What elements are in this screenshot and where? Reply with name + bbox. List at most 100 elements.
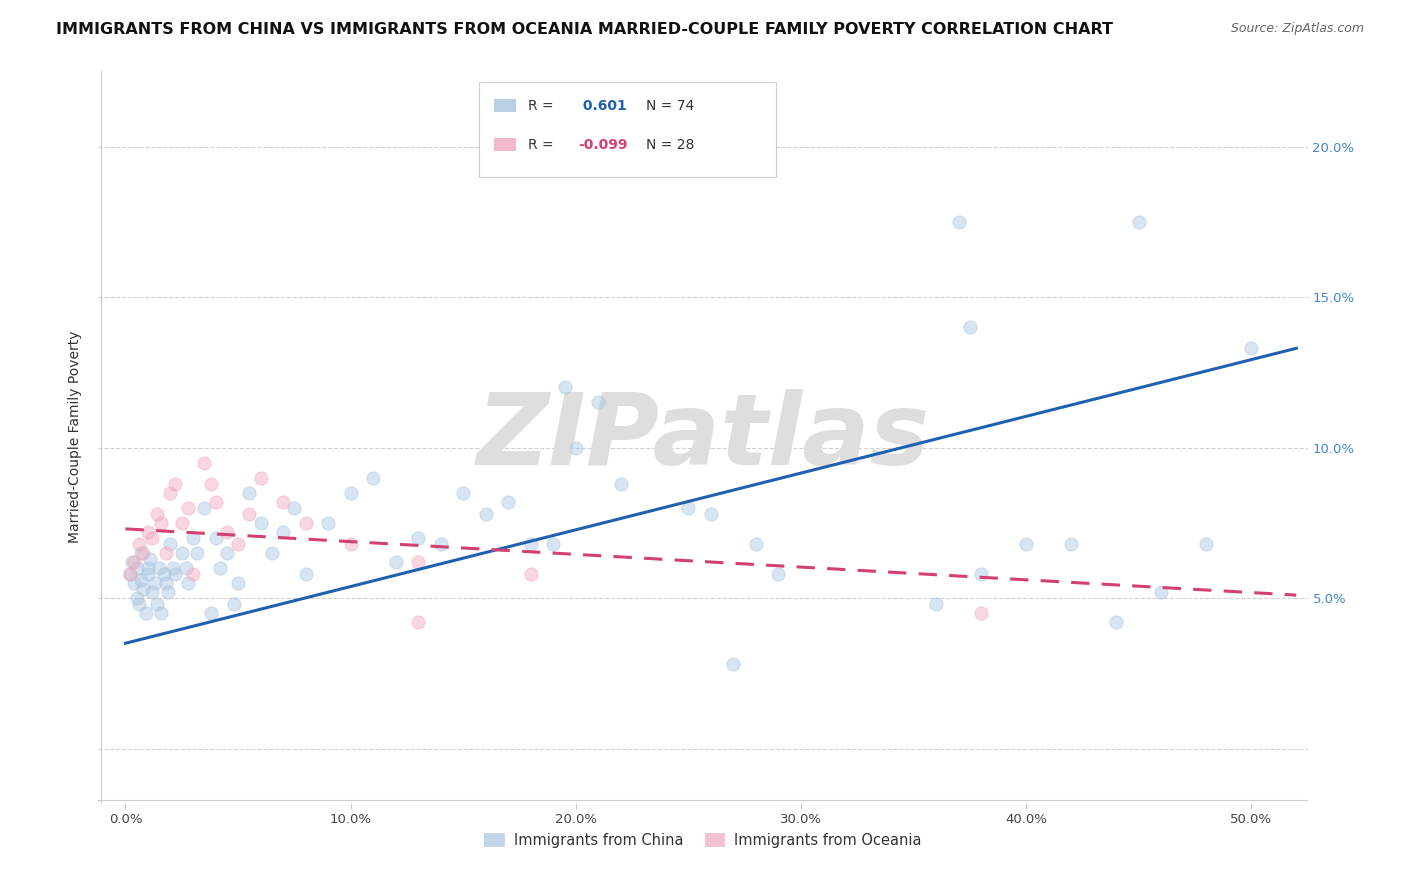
FancyBboxPatch shape bbox=[494, 138, 516, 151]
Point bbox=[150, 516, 173, 530]
Point bbox=[132, 546, 155, 560]
Point bbox=[384, 555, 406, 569]
Point bbox=[124, 555, 146, 569]
Point bbox=[238, 485, 260, 500]
Point bbox=[271, 524, 294, 539]
Point bbox=[970, 567, 993, 582]
Point bbox=[745, 537, 768, 551]
Point bbox=[948, 215, 970, 229]
Text: -0.099: -0.099 bbox=[578, 137, 628, 152]
Point bbox=[260, 546, 283, 560]
Point bbox=[1060, 537, 1083, 551]
Point bbox=[181, 567, 204, 582]
Point bbox=[159, 485, 181, 500]
Point bbox=[1105, 615, 1128, 630]
Point bbox=[294, 567, 316, 582]
Point bbox=[208, 561, 231, 575]
Text: Source: ZipAtlas.com: Source: ZipAtlas.com bbox=[1230, 22, 1364, 36]
Legend: Immigrants from China, Immigrants from Oceania: Immigrants from China, Immigrants from O… bbox=[478, 828, 928, 854]
Text: 0.601: 0.601 bbox=[578, 99, 627, 112]
Point bbox=[186, 546, 208, 560]
Point bbox=[633, 110, 655, 124]
Point bbox=[132, 582, 155, 596]
Point bbox=[129, 546, 152, 560]
Point bbox=[143, 576, 166, 591]
Point bbox=[163, 567, 186, 582]
Point bbox=[181, 531, 204, 545]
Point bbox=[125, 561, 148, 575]
Point bbox=[118, 567, 141, 582]
Point bbox=[204, 531, 226, 545]
Point bbox=[970, 606, 993, 620]
Point bbox=[204, 495, 226, 509]
Point bbox=[474, 507, 496, 521]
Point bbox=[162, 561, 184, 575]
Point bbox=[136, 524, 159, 539]
Point bbox=[159, 537, 181, 551]
Point bbox=[150, 606, 173, 620]
Point bbox=[177, 576, 200, 591]
Point bbox=[146, 597, 169, 611]
Point bbox=[148, 561, 170, 575]
Point bbox=[610, 476, 633, 491]
Point bbox=[155, 546, 177, 560]
Point bbox=[215, 546, 238, 560]
Point bbox=[316, 516, 339, 530]
Point bbox=[700, 507, 723, 521]
Text: N = 74: N = 74 bbox=[647, 99, 695, 112]
Point bbox=[141, 585, 163, 599]
Text: IMMIGRANTS FROM CHINA VS IMMIGRANTS FROM OCEANIA MARRIED-COUPLE FAMILY POVERTY C: IMMIGRANTS FROM CHINA VS IMMIGRANTS FROM… bbox=[56, 22, 1114, 37]
FancyBboxPatch shape bbox=[494, 99, 516, 112]
Point bbox=[128, 537, 150, 551]
Text: R =: R = bbox=[527, 99, 558, 112]
Point bbox=[170, 546, 193, 560]
Point bbox=[543, 537, 565, 551]
FancyBboxPatch shape bbox=[479, 82, 776, 178]
Point bbox=[283, 500, 305, 515]
Point bbox=[174, 561, 197, 575]
Point bbox=[136, 561, 159, 575]
Point bbox=[141, 531, 163, 545]
Point bbox=[678, 500, 700, 515]
Point bbox=[339, 537, 361, 551]
Point bbox=[1240, 341, 1263, 355]
Point bbox=[519, 567, 541, 582]
Point bbox=[118, 567, 141, 582]
Point bbox=[406, 555, 429, 569]
Point bbox=[1128, 215, 1150, 229]
Point bbox=[925, 597, 948, 611]
Point bbox=[155, 576, 177, 591]
Point bbox=[136, 567, 159, 582]
Point bbox=[429, 537, 451, 551]
Y-axis label: Married-Couple Family Poverty: Married-Couple Family Poverty bbox=[69, 331, 83, 543]
Point bbox=[157, 585, 180, 599]
Point bbox=[249, 471, 271, 485]
Point bbox=[215, 524, 238, 539]
Point bbox=[1015, 537, 1038, 551]
Point bbox=[768, 567, 790, 582]
Point bbox=[152, 567, 174, 582]
Point bbox=[121, 555, 143, 569]
Point bbox=[238, 507, 260, 521]
Point bbox=[128, 597, 150, 611]
Point bbox=[177, 500, 200, 515]
Point bbox=[1150, 585, 1173, 599]
Point bbox=[519, 537, 541, 551]
Point bbox=[139, 552, 162, 566]
Point bbox=[135, 606, 157, 620]
Point bbox=[200, 606, 222, 620]
Point bbox=[200, 476, 222, 491]
Point bbox=[249, 516, 271, 530]
Point bbox=[226, 576, 249, 591]
Point bbox=[723, 657, 745, 672]
Point bbox=[294, 516, 316, 530]
Point bbox=[170, 516, 193, 530]
Point bbox=[124, 576, 146, 591]
Point bbox=[163, 476, 186, 491]
Point bbox=[193, 456, 215, 470]
Point bbox=[451, 485, 474, 500]
Point bbox=[406, 531, 429, 545]
Point bbox=[554, 380, 576, 394]
Point bbox=[496, 495, 519, 509]
Point bbox=[1195, 537, 1218, 551]
